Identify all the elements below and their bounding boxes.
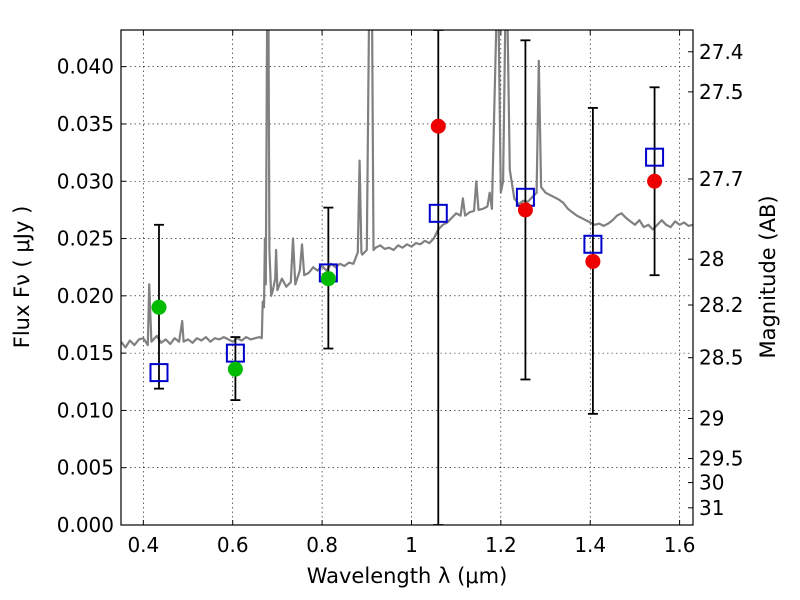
observed-point-green <box>151 299 167 315</box>
y2-tick-label: 27.7 <box>699 167 744 191</box>
error-bars <box>153 30 660 525</box>
y-tick-label: 0.040 <box>57 55 114 79</box>
model-photometry-square <box>428 203 448 223</box>
x-tick-label: 1.6 <box>664 533 696 557</box>
observed-point-green <box>320 271 336 287</box>
y-axis-label: Flux Fν ( μJy ) <box>10 206 34 349</box>
y-tick-label: 0.030 <box>57 169 114 193</box>
y-tick-label: 0.005 <box>57 456 114 480</box>
y-tick-label: 0.025 <box>57 227 114 251</box>
x-tick-label: 1.2 <box>485 533 517 557</box>
x-axis-label: Wavelength λ (μm) <box>307 564 508 588</box>
plot-frame <box>120 29 694 526</box>
y2-tick-label: 30 <box>699 471 724 495</box>
y-tick-label: 0.010 <box>57 398 114 422</box>
y2-tick-label: 28.5 <box>699 346 744 370</box>
observed-point-red <box>647 173 663 189</box>
y-tick-label: 0.000 <box>57 513 114 537</box>
x-tick-labels: 0.4 0.6 0.8 1 1.2 1.4 1.6 <box>127 533 695 557</box>
model-photometry-square <box>225 343 245 363</box>
x-tick-label: 0.8 <box>306 533 338 557</box>
y2-tick-label: 28.2 <box>699 293 744 317</box>
x-tick-label: 1 <box>405 533 418 557</box>
x-tick-label: 1.4 <box>574 533 606 557</box>
spectrum-line <box>121 30 693 349</box>
y-tick-label: 0.015 <box>57 341 114 365</box>
y2-tick-label: 28 <box>699 247 724 271</box>
y-tick-labels: 0.000 0.005 0.010 0.015 0.020 0.025 0.030 0.035… <box>57 55 114 537</box>
model-spectrum <box>121 30 693 349</box>
y2-tick-label: 29.5 <box>699 447 744 471</box>
y2-axis-label: Magnitude (AB) <box>756 195 780 358</box>
data-markers <box>149 118 665 383</box>
axis-ticks <box>121 30 693 526</box>
observed-point-green <box>227 361 243 377</box>
model-photometry-square <box>583 234 603 254</box>
observed-point-red <box>430 118 446 134</box>
observed-point-red <box>585 253 601 269</box>
y2-tick-label: 27.4 <box>699 40 744 64</box>
y-tick-label: 0.035 <box>57 112 114 136</box>
x-tick-label: 0.4 <box>127 533 159 557</box>
observed-point-red <box>517 202 533 218</box>
model-photometry-square <box>149 363 169 383</box>
x-tick-label: 0.6 <box>217 533 249 557</box>
grid <box>121 30 693 526</box>
model-photometry-square <box>645 147 665 167</box>
y2-tick-label: 29 <box>699 406 724 430</box>
y2-tick-label: 31 <box>699 496 724 520</box>
y2-tick-label: 27.5 <box>699 80 744 104</box>
y-tick-label: 0.020 <box>57 284 114 308</box>
